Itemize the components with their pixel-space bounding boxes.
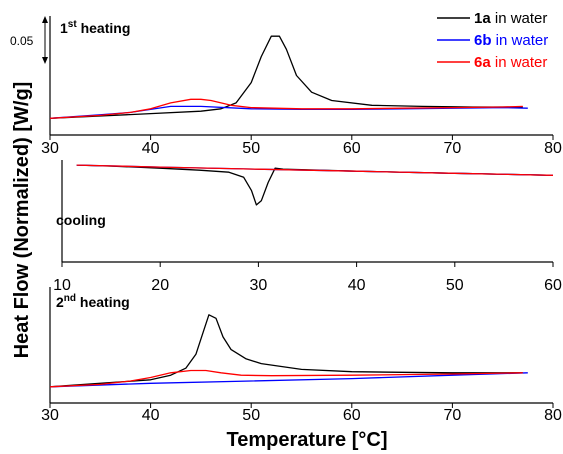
panel-cooling-xtick-label-40: 40 [348,277,366,294]
panel-heating-1-series-1a [49,35,523,119]
panel-cooling-xtick-label-60: 60 [544,277,562,294]
panel-heating-1-xtick-label-40: 40 [142,140,160,157]
panel-heating-2-xtick-label-70: 70 [444,407,462,424]
panel-cooling-xtick-label-50: 50 [446,277,464,294]
panel-cooling-series-6a [76,164,554,176]
scale-bar-value: 0.05 [10,34,34,48]
y-axis-title: Heat Flow (Normalized) [W/g] [11,82,33,359]
panel-heating-1-xtick-label-30: 30 [41,140,59,157]
panel-heating-1-xtick-label-50: 50 [242,140,260,157]
panel-cooling-label: cooling [56,212,106,228]
panel-cooling-xtick-label-10: 10 [53,277,71,294]
panel-heating-2-series-6a [49,369,523,388]
panel-heating-1-xtick-label-70: 70 [444,140,462,157]
panel-cooling-xtick-label-20: 20 [151,277,169,294]
panel-heating-1-xtick-label-80: 80 [544,140,562,157]
panel-heating-1: 30 40 50 60 70 80 1st heating 0.05 [10,16,562,157]
panel-cooling-series-1a [76,164,554,206]
panel-heating-1-ticks: 30 40 50 60 70 80 [41,135,562,157]
panel-cooling-xtick-label-30: 30 [250,277,268,294]
panel-heating-2-label: 2nd heating [56,293,130,310]
panel-heating-1-label: 1st heating [60,19,130,36]
scale-bar-arrowhead-bottom [42,57,48,64]
panel-heating-2-series-6b [49,372,528,388]
panel-heating-2-xtick-label-40: 40 [142,407,160,424]
panel-cooling: 10 20 30 40 50 60 cooling [53,160,562,294]
legend-label-6b: 6b in water [474,32,548,49]
panel-heating-2-xtick-label-60: 60 [343,407,361,424]
panel-heating-2-series-1a [49,314,523,388]
legend-label-1a: 1a in water [474,10,547,27]
panel-heating-1-lines [49,35,528,119]
panel-heating-2-ticks: 30 40 50 60 70 80 [41,403,562,424]
panel-heating-2: 30 40 50 60 70 80 2nd heating [41,287,562,424]
panel-heating-2-lines [49,314,528,388]
legend-label-6a: 6a in water [474,54,547,71]
scale-bar-arrowhead-top [42,16,48,23]
panel-heating-1-series-6a [49,98,523,119]
panel-cooling-ticks: 10 20 30 40 50 60 [53,262,562,294]
panel-heating-1-xtick-label-60: 60 [343,140,361,157]
x-axis-title: Temperature [°C] [227,429,388,451]
panel-heating-2-xtick-label-50: 50 [242,407,260,424]
panel-heating-2-xtick-label-80: 80 [544,407,562,424]
panel-heating-2-xtick-label-30: 30 [41,407,59,424]
panel-cooling-lines [76,164,554,206]
legend: 1a in water 6b in water 6a in water [437,10,548,71]
